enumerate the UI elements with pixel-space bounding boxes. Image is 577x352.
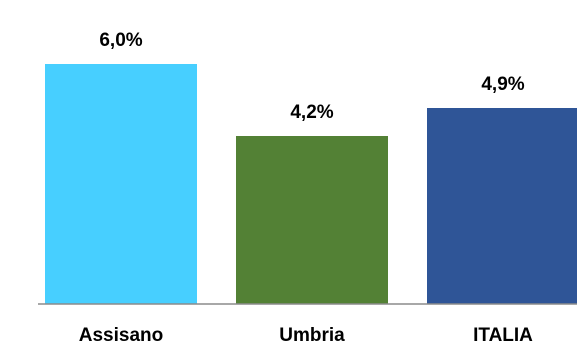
category-labels-group: Assisano Umbria ITALIA: [79, 325, 533, 346]
bar-italia: [427, 108, 577, 304]
category-label-umbria: Umbria: [279, 325, 345, 346]
bar-assisano: [45, 64, 197, 304]
category-label-italia: ITALIA: [473, 325, 533, 346]
value-label-umbria: 4,2%: [290, 102, 333, 123]
bar-umbria: [236, 136, 388, 304]
value-label-italia: 4,9%: [481, 74, 524, 95]
value-label-assisano: 6,0%: [99, 30, 142, 51]
category-label-assisano: Assisano: [79, 325, 163, 346]
value-labels-group: 6,0% 4,2% 4,9%: [99, 30, 524, 123]
bars-group: [45, 64, 577, 304]
